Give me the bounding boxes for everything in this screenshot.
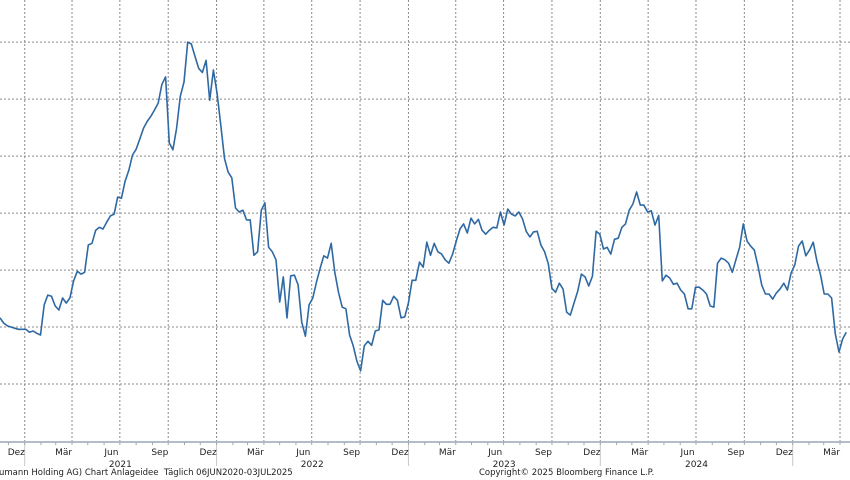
month-tick-label: Mär xyxy=(439,448,456,458)
x-axis-ticks: Dez Mär Jun Sep Dez Mär Jun Sep Dez Mär Jun Sep Dez M… xyxy=(8,442,841,470)
copyright-caption: Copyright© 2025 Bloomberg Finance L.P. xyxy=(479,468,655,478)
month-tick-label: Sep xyxy=(343,448,360,458)
series-line xyxy=(0,41,848,372)
month-tick-label: Sep xyxy=(727,448,744,458)
chart-source-caption: umann Holding AG) Chart Anlageidee Tägli… xyxy=(0,468,293,478)
year-label: 2024 xyxy=(685,460,708,470)
month-tick-label: Mär xyxy=(823,448,840,458)
month-tick-label: Jun xyxy=(103,448,118,458)
month-tick-label: Dez xyxy=(583,448,600,458)
month-tick-label: Sep xyxy=(151,448,168,458)
month-tick-label: Jun xyxy=(487,448,502,458)
year-label: 2022 xyxy=(301,460,324,470)
month-tick-label: Mär xyxy=(247,448,264,458)
year-label: 2023 xyxy=(493,460,516,470)
vertical-gridlines xyxy=(24,0,841,441)
month-tick-label: Dez xyxy=(200,448,217,458)
month-tick-label: Sep xyxy=(535,448,552,458)
month-tick-label: Dez xyxy=(776,448,793,458)
year-label: 2021 xyxy=(109,460,132,470)
month-tick-label: Dez xyxy=(8,448,25,458)
horizontal-gridlines xyxy=(0,41,850,385)
month-tick-label: Mär xyxy=(631,448,648,458)
month-tick-label: Mär xyxy=(55,448,72,458)
month-tick-label: Jun xyxy=(680,448,695,458)
month-tick-label: Dez xyxy=(391,448,408,458)
month-tick-label: Jun xyxy=(295,448,310,458)
